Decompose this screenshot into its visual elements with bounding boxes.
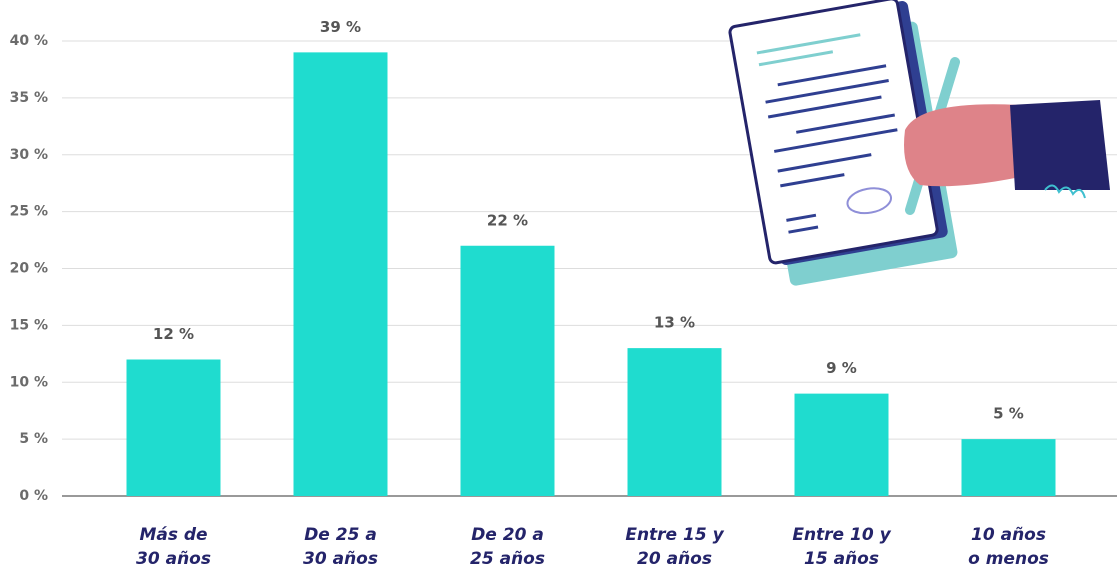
value-label: 12 %: [153, 325, 194, 343]
x-tick-label-line: 15 años: [804, 549, 879, 569]
y-tick-label: 35 %: [10, 90, 48, 106]
x-tick-label-line: Entre 10 y: [792, 525, 891, 545]
value-label: 9 %: [826, 359, 857, 377]
value-label: 39 %: [320, 18, 361, 36]
x-tick-label-line: 30 años: [136, 549, 211, 569]
x-tick-label-line: 25 años: [470, 549, 545, 569]
x-tick-label: Más de 30 años: [136, 525, 211, 569]
x-tick-label-line: 20 años: [637, 549, 712, 569]
value-label: 22 %: [487, 211, 528, 229]
y-tick-label: 25 %: [10, 204, 48, 220]
bar: [627, 348, 722, 496]
x-tick-label: Entre 15 y 20 años: [625, 525, 724, 569]
bar: [794, 393, 889, 496]
illustration: [728, 0, 1110, 286]
x-tick-label-line: 30 años: [303, 549, 378, 569]
x-tick-label-line: De 20 a: [471, 525, 544, 545]
x-tick-label-line: 10 años: [971, 525, 1046, 545]
value-label: 5 %: [993, 405, 1024, 423]
x-tick-label: Entre 10 y 15 años: [792, 525, 891, 569]
x-tick-label: De 25 a 30 años: [303, 525, 378, 569]
bar: [293, 52, 388, 496]
y-tick-label: 10 %: [10, 374, 48, 390]
y-tick-label: 0 %: [19, 488, 48, 504]
x-tick-label-line: De 25 a: [304, 525, 377, 545]
y-tick-label: 15 %: [10, 317, 48, 333]
x-tick-label: 10 años o menos: [968, 525, 1049, 569]
y-tick-label: 40 %: [10, 33, 48, 49]
y-tick-label: 5 %: [19, 431, 48, 447]
x-tick-label-line: o menos: [968, 549, 1049, 569]
value-label: 13 %: [654, 314, 695, 332]
x-tick-label: De 20 a 25 años: [470, 525, 545, 569]
plot: 0 % 5 % 10 % 15 % 20 % 25 % 30 % 35 % 40 % 12 % Má…: [10, 18, 1117, 569]
y-tick-label: 30 %: [10, 147, 48, 163]
y-tick-label: 20 %: [10, 261, 48, 277]
bar: [126, 359, 221, 496]
x-tick-label-line: Más de: [139, 525, 207, 545]
x-tick-label-line: Entre 15 y: [625, 525, 724, 545]
bar: [961, 439, 1056, 496]
bar: [460, 245, 555, 496]
